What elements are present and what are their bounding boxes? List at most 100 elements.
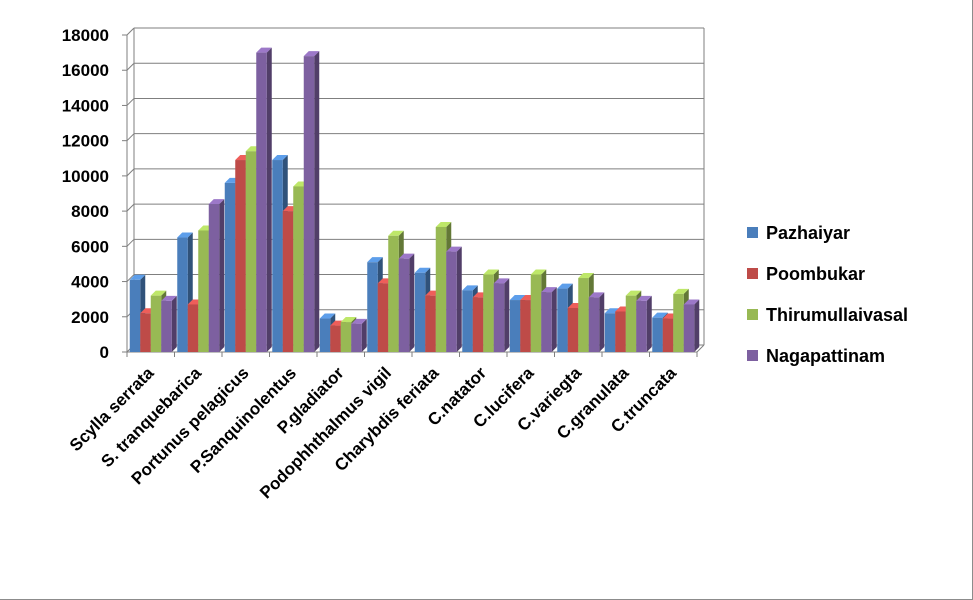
- bar-top: [150, 290, 167, 296]
- y-tick-label: 18000: [62, 26, 109, 45]
- bar-top: [483, 269, 499, 275]
- bar: [224, 182, 236, 352]
- bar: [683, 304, 695, 352]
- bar-top: [340, 317, 357, 323]
- bar: [636, 300, 647, 352]
- bar: [398, 258, 410, 352]
- bar: [625, 295, 637, 352]
- bar: [462, 290, 473, 352]
- bar-top: [256, 47, 272, 53]
- y-tick-label: 14000: [62, 96, 109, 115]
- bar-top: [636, 295, 652, 301]
- bar-top: [435, 221, 452, 227]
- bar: [530, 274, 542, 352]
- bar-top: [530, 269, 547, 275]
- bar: [319, 318, 331, 352]
- bar-top: [414, 267, 431, 273]
- bar-top: [351, 318, 367, 324]
- bar: [615, 311, 626, 352]
- bar-side: [314, 51, 320, 353]
- bar: [272, 160, 283, 352]
- bar-top: [398, 253, 415, 259]
- bar-top: [367, 257, 383, 263]
- bar: [567, 307, 579, 352]
- gridline-depth: [126, 203, 135, 212]
- bar-side: [599, 292, 605, 352]
- gridline-depth: [126, 62, 135, 71]
- bar: [208, 204, 220, 352]
- bar: [340, 322, 352, 352]
- bar: [187, 304, 199, 352]
- gridline-depth: [126, 133, 135, 142]
- gridline-depth: [126, 274, 135, 282]
- bar-top: [177, 232, 193, 238]
- bar: [256, 52, 267, 352]
- bar: [351, 323, 362, 352]
- gridline-depth: [126, 238, 135, 247]
- bar-top: [652, 312, 668, 318]
- bar: [129, 279, 141, 352]
- bar: [652, 317, 663, 352]
- bar: [150, 295, 162, 352]
- bar: [388, 235, 399, 352]
- bar-top: [493, 278, 510, 284]
- bar-side: [171, 295, 177, 352]
- bar-top: [509, 295, 526, 301]
- legend-swatch: [747, 350, 758, 361]
- bar-side: [456, 246, 462, 352]
- bar: [604, 313, 616, 352]
- bar-side: [504, 278, 510, 352]
- bar: [520, 300, 531, 352]
- bar-side: [219, 199, 225, 352]
- bar-top: [673, 288, 689, 294]
- y-tick-label: 12000: [62, 132, 109, 151]
- gridline-depth: [126, 98, 135, 106]
- y-tick-label: 16000: [62, 61, 109, 80]
- bar-top: [446, 246, 462, 252]
- bar-top: [303, 51, 320, 57]
- y-tick-label: 6000: [71, 237, 109, 256]
- bar: [161, 300, 172, 352]
- legend-swatch: [747, 227, 758, 238]
- bar-top: [557, 283, 573, 289]
- x-axis-depth: [696, 344, 705, 353]
- bars: [129, 47, 700, 353]
- bar-top: [272, 155, 288, 161]
- bar-top: [462, 285, 478, 291]
- legend-swatch: [747, 268, 758, 279]
- legend-label: Pazhaiyar: [766, 223, 850, 243]
- bar: [578, 278, 589, 352]
- legend-label: Thirumullaivasal: [766, 305, 908, 325]
- bar-top: [541, 287, 557, 293]
- bar: [330, 325, 341, 352]
- bar: [673, 293, 684, 352]
- bar-side: [551, 287, 557, 352]
- bar: [293, 186, 304, 352]
- x-tick-label: Scylla serrata: [66, 363, 158, 455]
- y-tick-label: 4000: [71, 273, 109, 292]
- bar-top: [161, 295, 177, 301]
- bar: [414, 272, 426, 352]
- bar: [198, 230, 209, 352]
- gridline-depth: [126, 168, 135, 177]
- bar: [377, 283, 389, 352]
- bar-top: [388, 230, 404, 236]
- bar-side: [361, 318, 367, 352]
- bar: [282, 211, 294, 352]
- bar: [177, 237, 188, 352]
- bar: [245, 151, 257, 352]
- bar-top: [208, 199, 225, 205]
- bar-top: [625, 290, 642, 296]
- bar: [588, 297, 600, 352]
- bar: [483, 274, 494, 352]
- bar: [446, 251, 457, 352]
- bar-side: [646, 295, 652, 352]
- bar: [367, 262, 378, 352]
- legend-label: Nagapattinam: [766, 346, 885, 366]
- bar-side: [266, 47, 272, 352]
- bar-top: [588, 292, 605, 298]
- bar: [435, 226, 447, 352]
- bar: [425, 295, 436, 352]
